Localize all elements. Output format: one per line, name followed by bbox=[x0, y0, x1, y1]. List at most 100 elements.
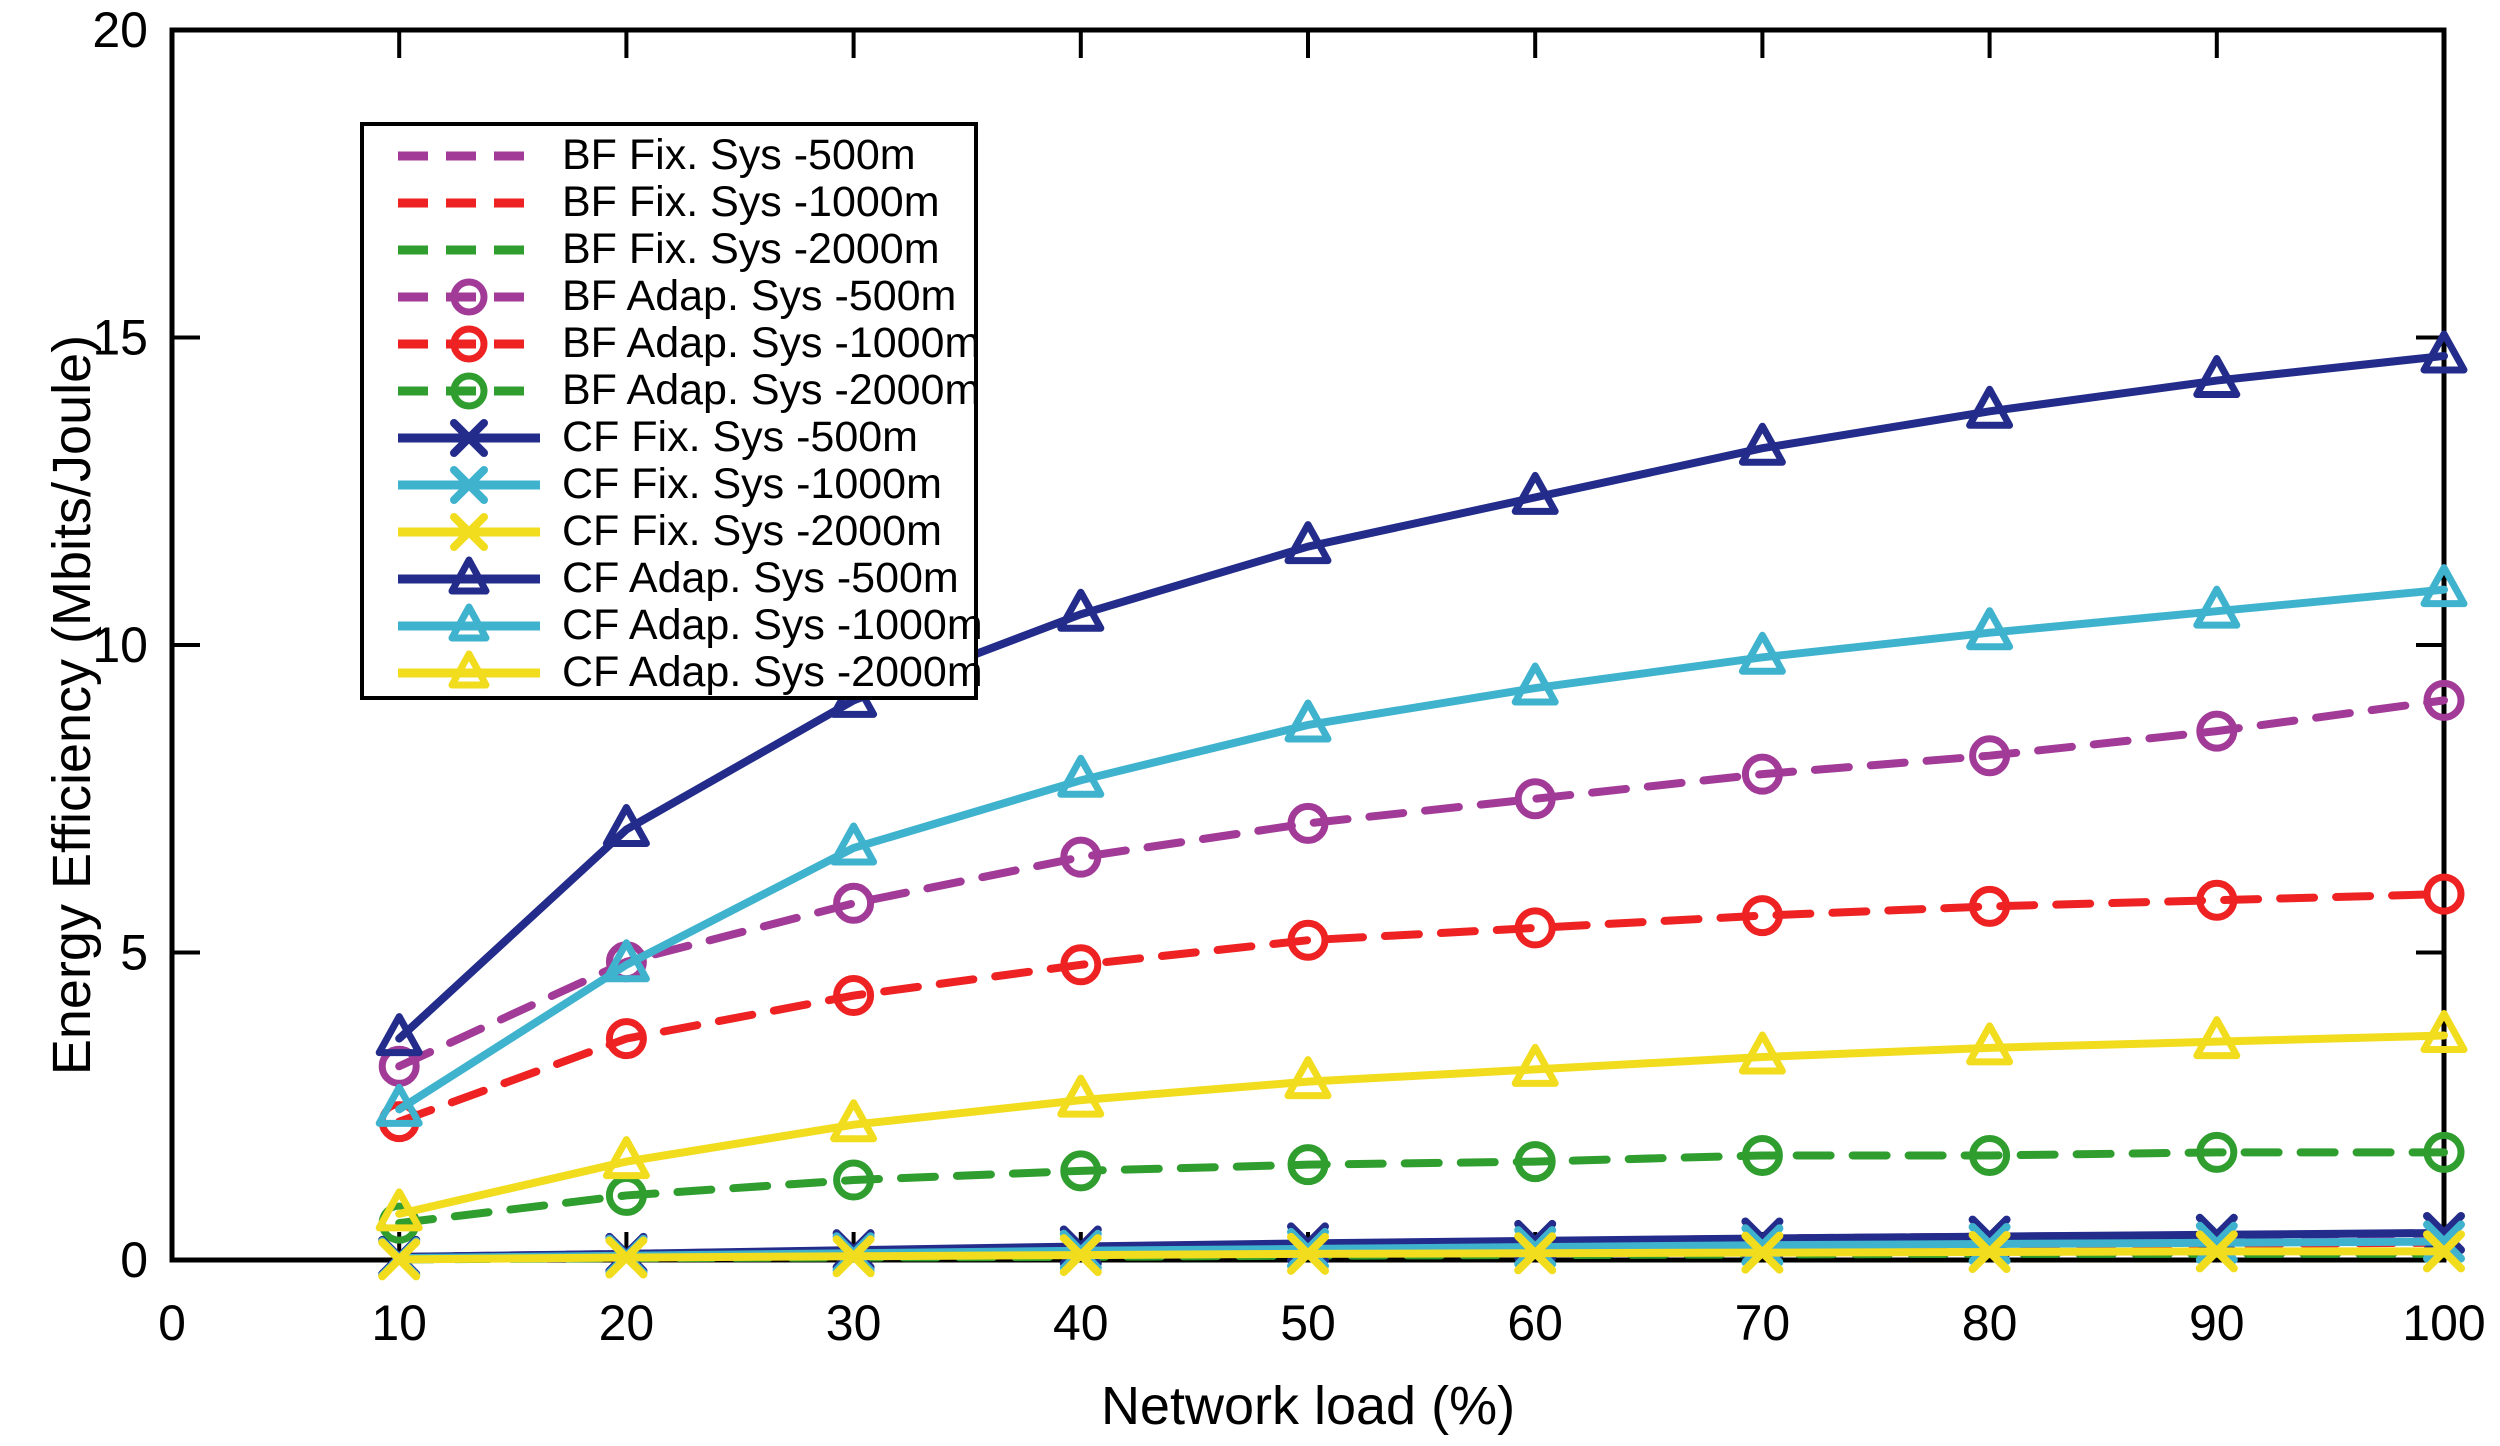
circle-marker bbox=[1969, 885, 2011, 927]
legend-item: CF Fix. Sys -1000m bbox=[394, 460, 974, 508]
legend-label: BF Adap. Sys -2000m bbox=[562, 366, 981, 414]
triangle-marker bbox=[1057, 588, 1105, 632]
x-marker bbox=[1968, 1231, 2011, 1274]
x-tick-label: 50 bbox=[1280, 1295, 1336, 1351]
legend-line-sample bbox=[398, 372, 540, 409]
legend-line-sample bbox=[398, 151, 540, 160]
y-axis-label: Energy Efficiency (Mbits/Joule) bbox=[42, 334, 102, 1076]
triangle-marker bbox=[375, 1188, 423, 1232]
legend-item: BF Adap. Sys -500m bbox=[394, 272, 974, 320]
legend-line-sample bbox=[398, 512, 540, 551]
triangle-marker bbox=[375, 1013, 423, 1057]
x-tick-label: 30 bbox=[826, 1295, 882, 1351]
circle-marker bbox=[1514, 778, 1556, 820]
legend-line-sample bbox=[398, 245, 540, 254]
triangle-marker bbox=[448, 556, 490, 594]
triangle-marker bbox=[602, 1136, 650, 1180]
x-marker bbox=[450, 465, 488, 504]
x-marker bbox=[605, 1236, 648, 1279]
y-tick-label: 0 bbox=[120, 1232, 148, 1288]
y-tick-label: 20 bbox=[92, 2, 148, 58]
series-line bbox=[395, 1031, 2448, 1218]
x-tick-label: 90 bbox=[2189, 1295, 2245, 1351]
y-tick-label: 10 bbox=[92, 617, 148, 673]
legend-label: CF Fix. Sys -2000m bbox=[562, 507, 942, 555]
series-line bbox=[395, 585, 2448, 1114]
triangle-marker bbox=[602, 804, 650, 847]
circle-marker bbox=[2196, 1131, 2238, 1173]
x-axis-label: Network load (%) bbox=[1100, 1376, 1516, 1436]
x-marker bbox=[2423, 1230, 2465, 1273]
x-marker bbox=[450, 512, 488, 551]
legend-line-sample bbox=[398, 465, 540, 504]
circle-marker bbox=[1060, 836, 1102, 878]
circle-marker bbox=[2196, 710, 2238, 752]
triangle-marker bbox=[602, 939, 650, 983]
triangle-marker bbox=[1284, 699, 1332, 743]
triangle-marker bbox=[1284, 1056, 1332, 1100]
legend: BF Fix. Sys -500m BF Fix. Sys -1000m BF Fi… bbox=[360, 122, 983, 700]
series-line bbox=[395, 1247, 2448, 1264]
triangle-marker bbox=[375, 1083, 423, 1127]
legend-item: CF Fix. Sys -2000m bbox=[394, 507, 974, 555]
x-marker bbox=[1059, 1234, 1102, 1277]
y-tick-label: 5 bbox=[120, 925, 148, 981]
triangle-marker bbox=[2420, 564, 2468, 608]
triangle-marker bbox=[1966, 385, 2014, 429]
circle-marker bbox=[833, 1159, 875, 1201]
triangle-marker bbox=[1738, 422, 1786, 466]
legend-label: BF Adap. Sys -500m bbox=[562, 272, 957, 320]
legend-label: BF Adap. Sys -1000m bbox=[562, 319, 981, 367]
triangle-marker bbox=[2420, 330, 2468, 374]
triangle-marker bbox=[2193, 585, 2241, 629]
circle-marker bbox=[833, 882, 875, 924]
x-marker bbox=[378, 1238, 421, 1281]
triangle-marker bbox=[2420, 1010, 2468, 1054]
legend-line-sample bbox=[398, 325, 540, 362]
x-marker bbox=[1514, 1226, 1557, 1269]
legend-label: BF Fix. Sys -500m bbox=[562, 131, 916, 179]
circle-marker bbox=[1287, 1144, 1329, 1186]
triangle-marker bbox=[830, 822, 878, 866]
circle-marker bbox=[2423, 1131, 2465, 1173]
circle-marker bbox=[1514, 907, 1556, 949]
triangle-marker bbox=[448, 650, 490, 688]
circle-marker bbox=[1514, 1141, 1556, 1183]
series-line bbox=[395, 351, 2448, 1043]
legend-line-sample bbox=[398, 278, 540, 315]
legend-label: BF Fix. Sys -2000m bbox=[562, 225, 940, 273]
x-marker bbox=[1514, 1232, 1557, 1275]
circle-marker bbox=[2423, 679, 2465, 721]
legend-line-sample bbox=[398, 650, 540, 688]
triangle-marker bbox=[1511, 1043, 1559, 1087]
legend-line-sample bbox=[398, 556, 540, 594]
triangle-marker bbox=[2193, 355, 2241, 399]
circle-marker bbox=[1060, 1150, 1102, 1192]
x-tick-label: 80 bbox=[1962, 1295, 2018, 1351]
triangle-marker bbox=[1057, 754, 1105, 798]
circle-marker bbox=[450, 325, 488, 362]
legend-line-sample bbox=[398, 418, 540, 457]
circle-marker bbox=[1741, 1134, 1783, 1176]
legend-label: CF Fix. Sys -1000m bbox=[562, 460, 942, 508]
y-tick-label: 15 bbox=[92, 310, 148, 366]
triangle-marker bbox=[1511, 662, 1559, 706]
legend-label: CF Adap. Sys -2000m bbox=[562, 648, 983, 696]
x-tick-label: 70 bbox=[1735, 1295, 1791, 1351]
legend-item: BF Adap. Sys -1000m bbox=[394, 319, 980, 367]
x-tick-label: 100 bbox=[2402, 1295, 2485, 1351]
circle-marker bbox=[1287, 919, 1329, 961]
x-tick-label: 20 bbox=[599, 1295, 655, 1351]
triangle-marker bbox=[448, 603, 490, 641]
circle-marker bbox=[2423, 873, 2465, 915]
legend-item: BF Fix. Sys -500m bbox=[394, 131, 974, 179]
circle-marker bbox=[1287, 802, 1329, 844]
series-line bbox=[395, 890, 2448, 1126]
triangle-marker bbox=[830, 1099, 878, 1143]
circle-marker bbox=[605, 1018, 647, 1060]
circle-marker bbox=[1741, 753, 1783, 795]
triangle-marker bbox=[1738, 631, 1786, 675]
x-marker bbox=[450, 418, 488, 457]
